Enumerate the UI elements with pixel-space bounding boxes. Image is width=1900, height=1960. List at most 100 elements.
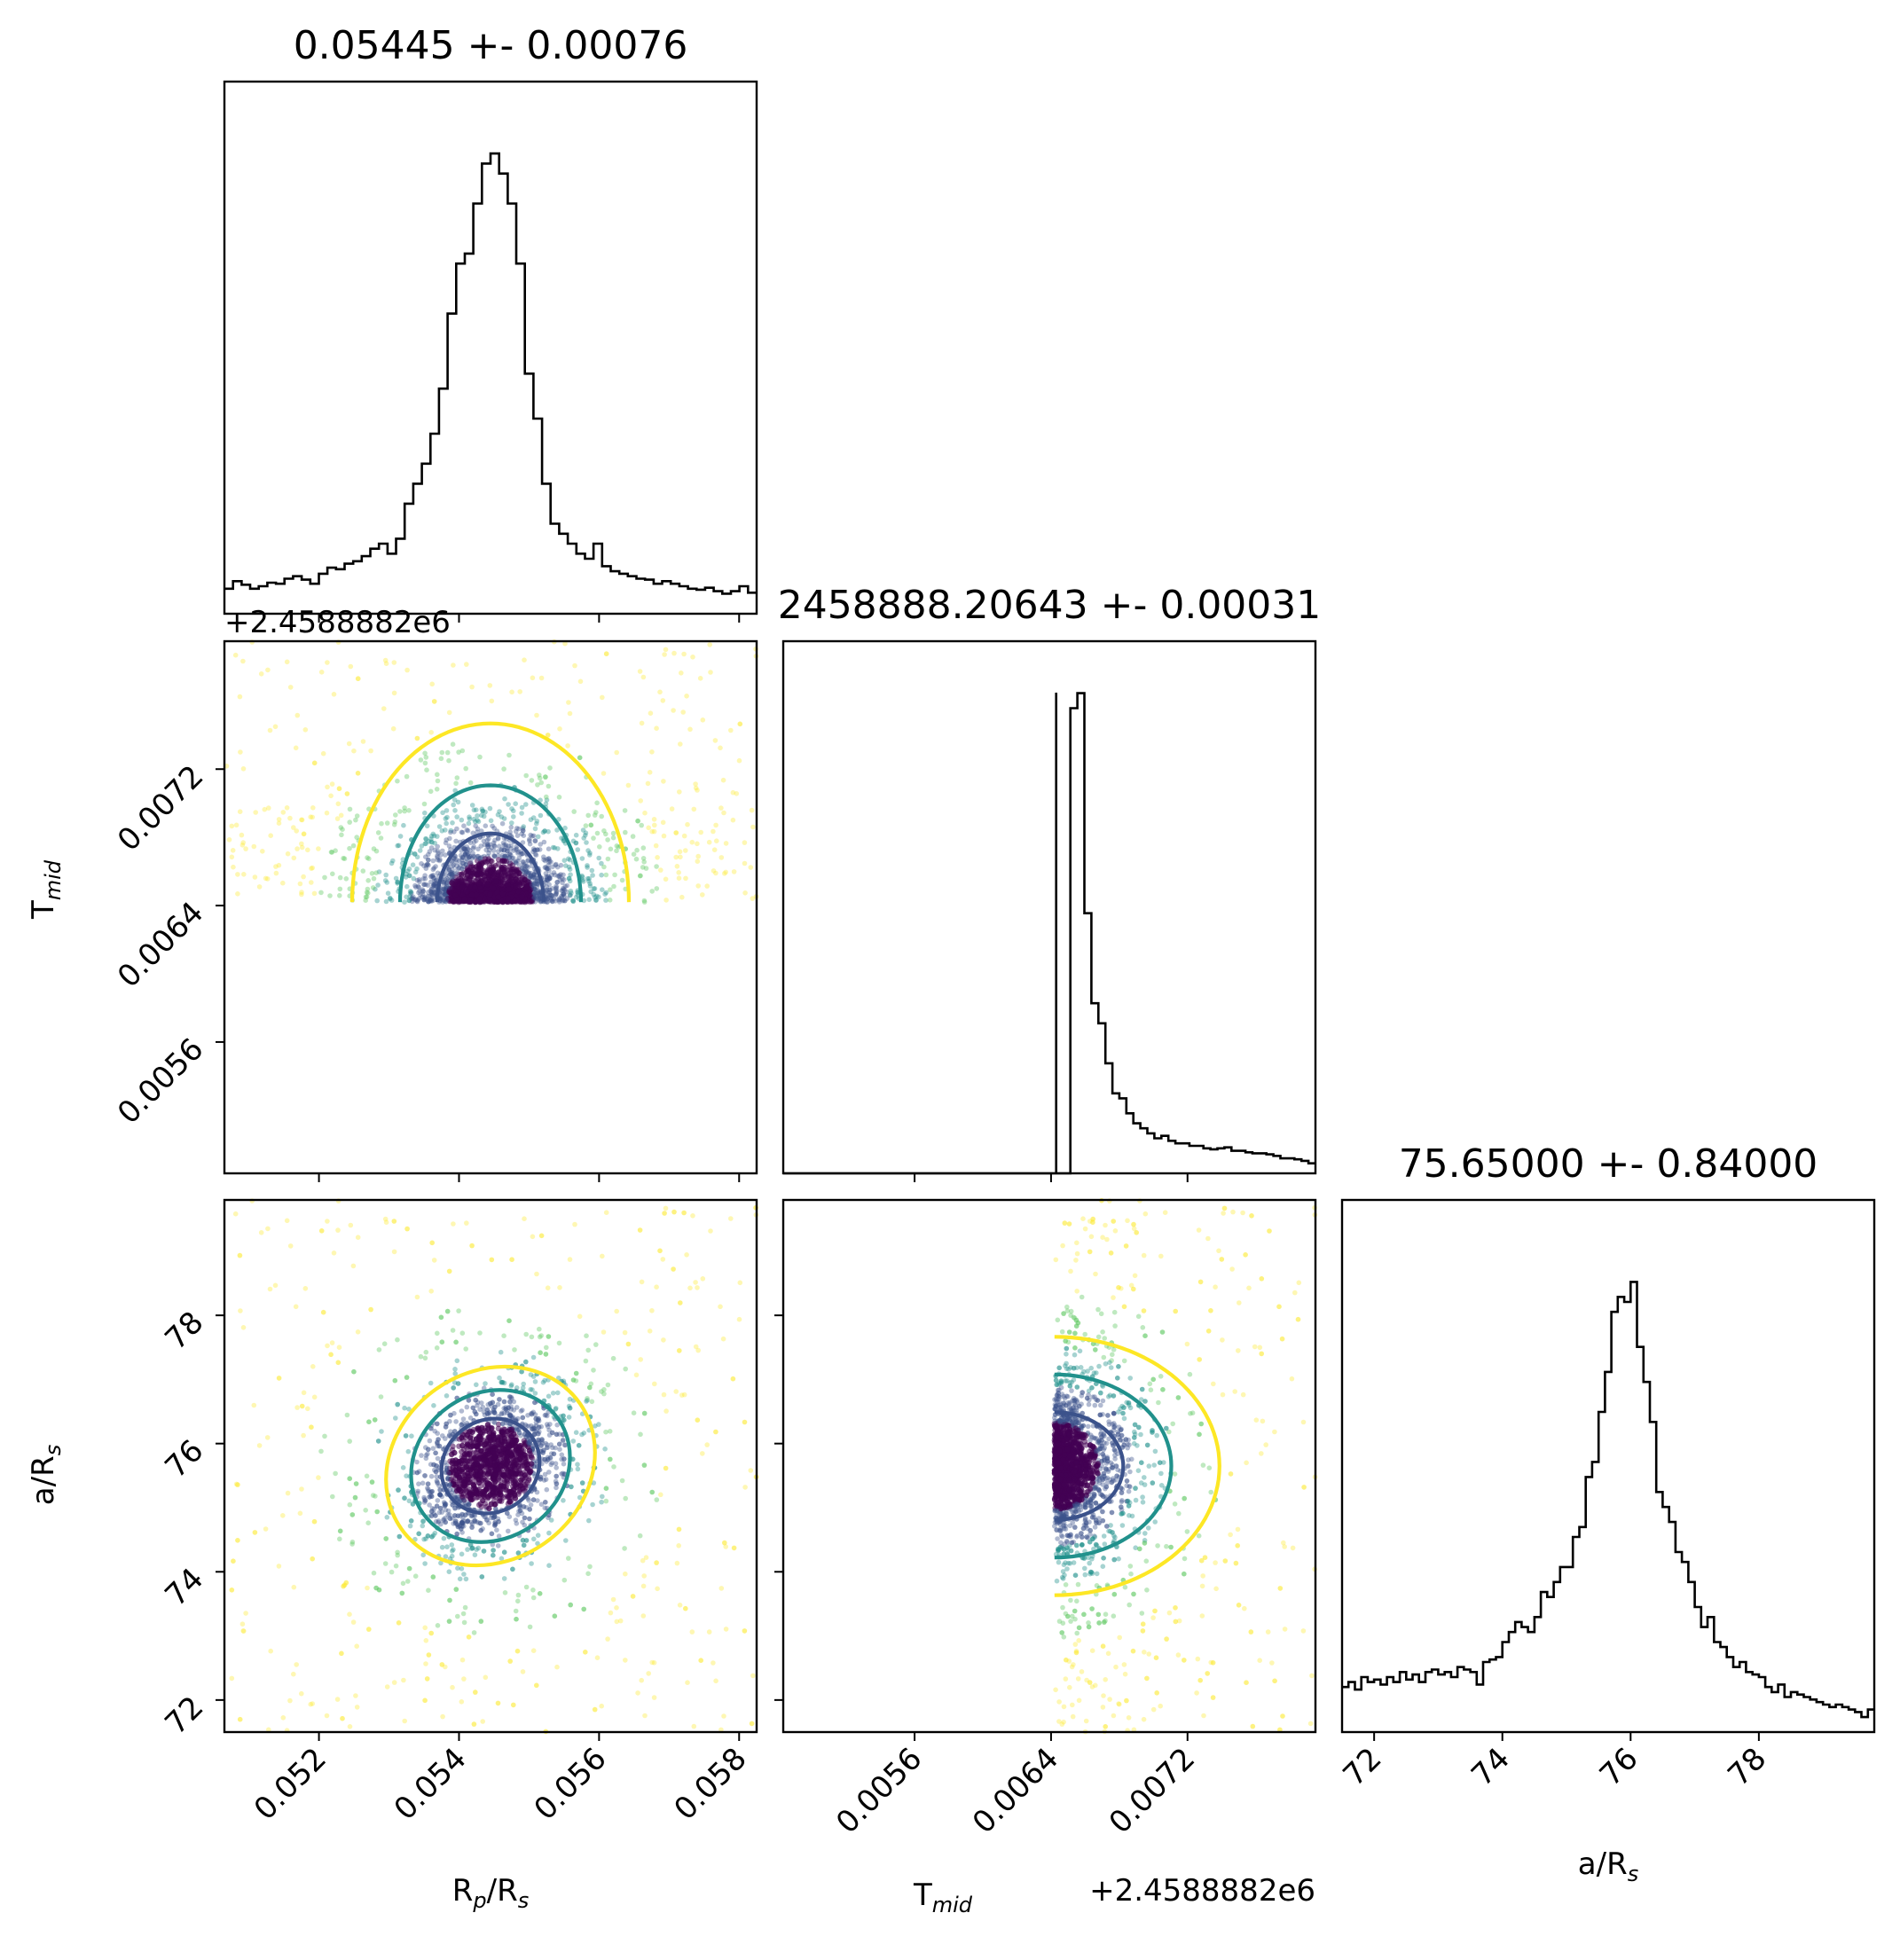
sample-point: [383, 898, 389, 905]
sample-point: [364, 890, 370, 895]
sample-point: [544, 1413, 550, 1419]
sample-point: [610, 830, 616, 836]
sample-point: [603, 872, 609, 878]
sample-point: [478, 843, 484, 849]
sample-point: [489, 1531, 495, 1537]
sample-point: [528, 832, 533, 838]
sample-point: [584, 840, 589, 845]
sample-point: [685, 821, 690, 827]
sample-point: [573, 840, 579, 846]
sample-point: [299, 1403, 305, 1409]
sample-point: [580, 827, 586, 833]
sample-point: [347, 1724, 353, 1729]
sample-point: [614, 1308, 619, 1314]
sample-point: [654, 1497, 660, 1502]
sample-point: [499, 820, 506, 827]
sample-point: [514, 844, 519, 850]
sample-point: [389, 898, 395, 903]
sample-point: [310, 865, 316, 871]
sample-point: [495, 894, 502, 900]
sample-point: [486, 836, 491, 842]
sample-point: [565, 743, 570, 749]
sample-point: [497, 1375, 502, 1381]
sample-point: [477, 1407, 483, 1412]
sample-point: [437, 857, 443, 862]
sample-point: [287, 685, 294, 690]
sample-point: [603, 831, 608, 837]
sample-point: [640, 845, 647, 851]
sample-point: [340, 1715, 345, 1721]
sample-point: [523, 868, 530, 874]
sample-point: [592, 812, 598, 818]
sample-point: [483, 1381, 488, 1386]
sample-point: [457, 1576, 463, 1582]
sample-point: [543, 1440, 548, 1446]
sample-point: [491, 885, 497, 891]
sample-point: [404, 883, 410, 890]
sample-point: [695, 1285, 700, 1290]
sample-point: [684, 694, 689, 699]
sample-point: [472, 1518, 478, 1524]
sample-point: [256, 884, 263, 890]
sample-point: [430, 883, 436, 890]
sample-point: [689, 1629, 695, 1635]
sample-point: [440, 1713, 445, 1720]
sample-point: [730, 1376, 736, 1382]
sample-point: [443, 840, 449, 846]
sample-point: [337, 874, 343, 881]
sample-point: [423, 836, 429, 843]
sample-point: [491, 843, 497, 848]
sample-point: [407, 889, 413, 894]
sample-point: [640, 1583, 647, 1589]
sample-point: [337, 1528, 343, 1534]
sample-point: [671, 1209, 677, 1215]
sample-point: [419, 843, 425, 849]
sample-point: [450, 1684, 455, 1690]
sample-point: [382, 878, 389, 883]
sample-point: [562, 898, 568, 904]
sample-point: [428, 730, 435, 735]
sample-point: [566, 700, 571, 705]
sample-point: [402, 899, 407, 905]
sample-point: [554, 890, 559, 897]
sample-point: [736, 757, 742, 764]
sample-point: [564, 882, 570, 889]
sample-point: [663, 1205, 669, 1211]
sample-point: [412, 851, 418, 857]
sample-point: [440, 1433, 445, 1439]
sample-point: [558, 862, 564, 868]
sample-point: [401, 1677, 406, 1683]
sample-point: [679, 894, 685, 900]
sample-point: [461, 1572, 467, 1577]
sample-point: [534, 819, 540, 824]
sample-point: [422, 1498, 428, 1503]
sample-point: [470, 845, 476, 851]
sample-point: [446, 866, 452, 873]
sample-point: [531, 1536, 537, 1542]
sample-point: [603, 1429, 608, 1435]
sample-point: [520, 840, 526, 845]
sample-point: [464, 1220, 469, 1226]
sample-point: [365, 878, 372, 883]
sample-point: [511, 814, 516, 819]
sample-point: [506, 863, 513, 870]
sample-point: [576, 1443, 582, 1448]
sample-point: [431, 866, 437, 871]
sample-point: [474, 1382, 479, 1388]
sample-point: [336, 786, 342, 791]
sample-point: [737, 721, 743, 727]
sample-point: [374, 898, 381, 904]
sample-point: [251, 1402, 257, 1408]
sample-point: [428, 788, 434, 795]
sample-point: [639, 1279, 645, 1285]
sample-point: [232, 1211, 239, 1217]
sample-point: [431, 890, 437, 896]
sample-point: [297, 1510, 303, 1517]
sample-point: [406, 1565, 412, 1572]
sample-point: [483, 1674, 489, 1681]
sample-point: [583, 833, 588, 838]
sample-point: [720, 777, 726, 783]
sample-point: [555, 846, 561, 851]
sample-point: [272, 1282, 279, 1289]
sample-point: [406, 898, 412, 904]
